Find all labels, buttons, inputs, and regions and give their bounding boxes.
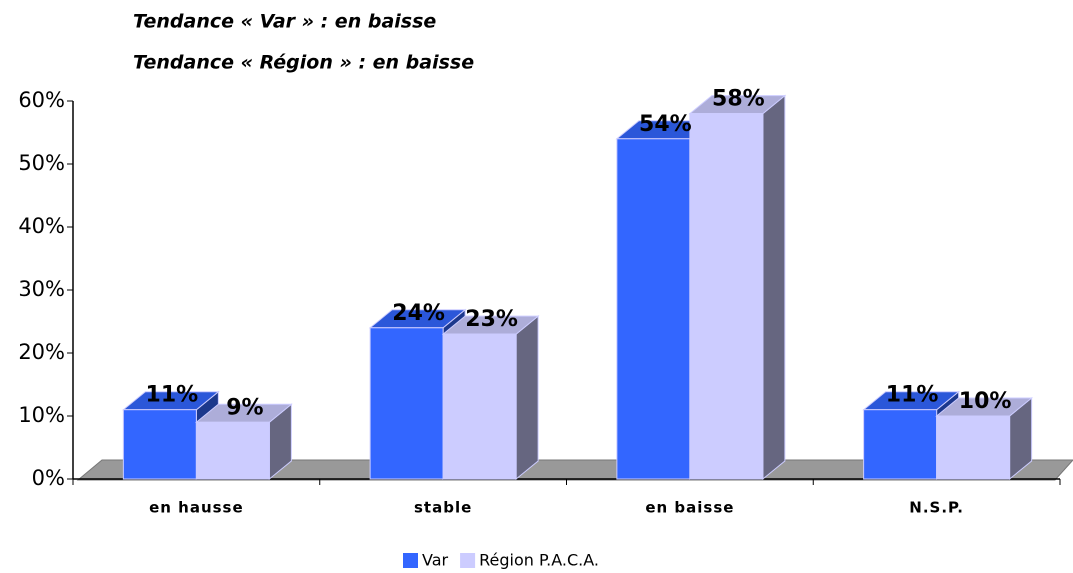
bar-side bbox=[762, 94, 786, 481]
value-label: 10% bbox=[959, 389, 1012, 414]
bar bbox=[936, 415, 1011, 480]
chart-title: Tendance « Var » : en baisse bbox=[133, 11, 436, 33]
bar bbox=[616, 138, 691, 480]
bar bbox=[369, 327, 444, 480]
x-tick-label: en baisse bbox=[645, 499, 734, 517]
value-label: 24% bbox=[392, 301, 445, 326]
value-label: 11% bbox=[146, 383, 199, 408]
y-tick-label: 50% bbox=[18, 151, 65, 175]
chart-subtitle: Tendance « Région » : en baisse bbox=[133, 52, 474, 74]
bar-side bbox=[515, 315, 539, 481]
value-label: 58% bbox=[712, 87, 765, 112]
floor bbox=[76, 459, 1073, 481]
bar bbox=[863, 409, 938, 480]
value-label: 11% bbox=[886, 383, 939, 408]
y-tick-label: 40% bbox=[18, 214, 65, 238]
y-tick-label: 0% bbox=[32, 466, 65, 490]
y-tick-label: 10% bbox=[18, 403, 65, 427]
bar bbox=[689, 113, 764, 480]
legend-label: Région P.A.C.A. bbox=[479, 551, 599, 570]
value-label: 23% bbox=[465, 307, 518, 332]
y-tick-label: 30% bbox=[18, 277, 65, 301]
y-tick-label: 60% bbox=[18, 88, 65, 112]
legend-swatch bbox=[403, 553, 418, 568]
value-label: 9% bbox=[226, 395, 263, 420]
value-label: 54% bbox=[639, 112, 692, 137]
legend-swatch bbox=[460, 553, 476, 568]
bar bbox=[442, 333, 517, 480]
legend-label: Var bbox=[422, 551, 449, 570]
x-tick-label: N.S.P. bbox=[909, 499, 964, 517]
x-tick-label: en hausse bbox=[149, 499, 244, 517]
bar bbox=[195, 421, 270, 480]
bar bbox=[122, 409, 197, 480]
x-tick-label: stable bbox=[414, 499, 472, 517]
y-tick-label: 20% bbox=[18, 340, 65, 364]
